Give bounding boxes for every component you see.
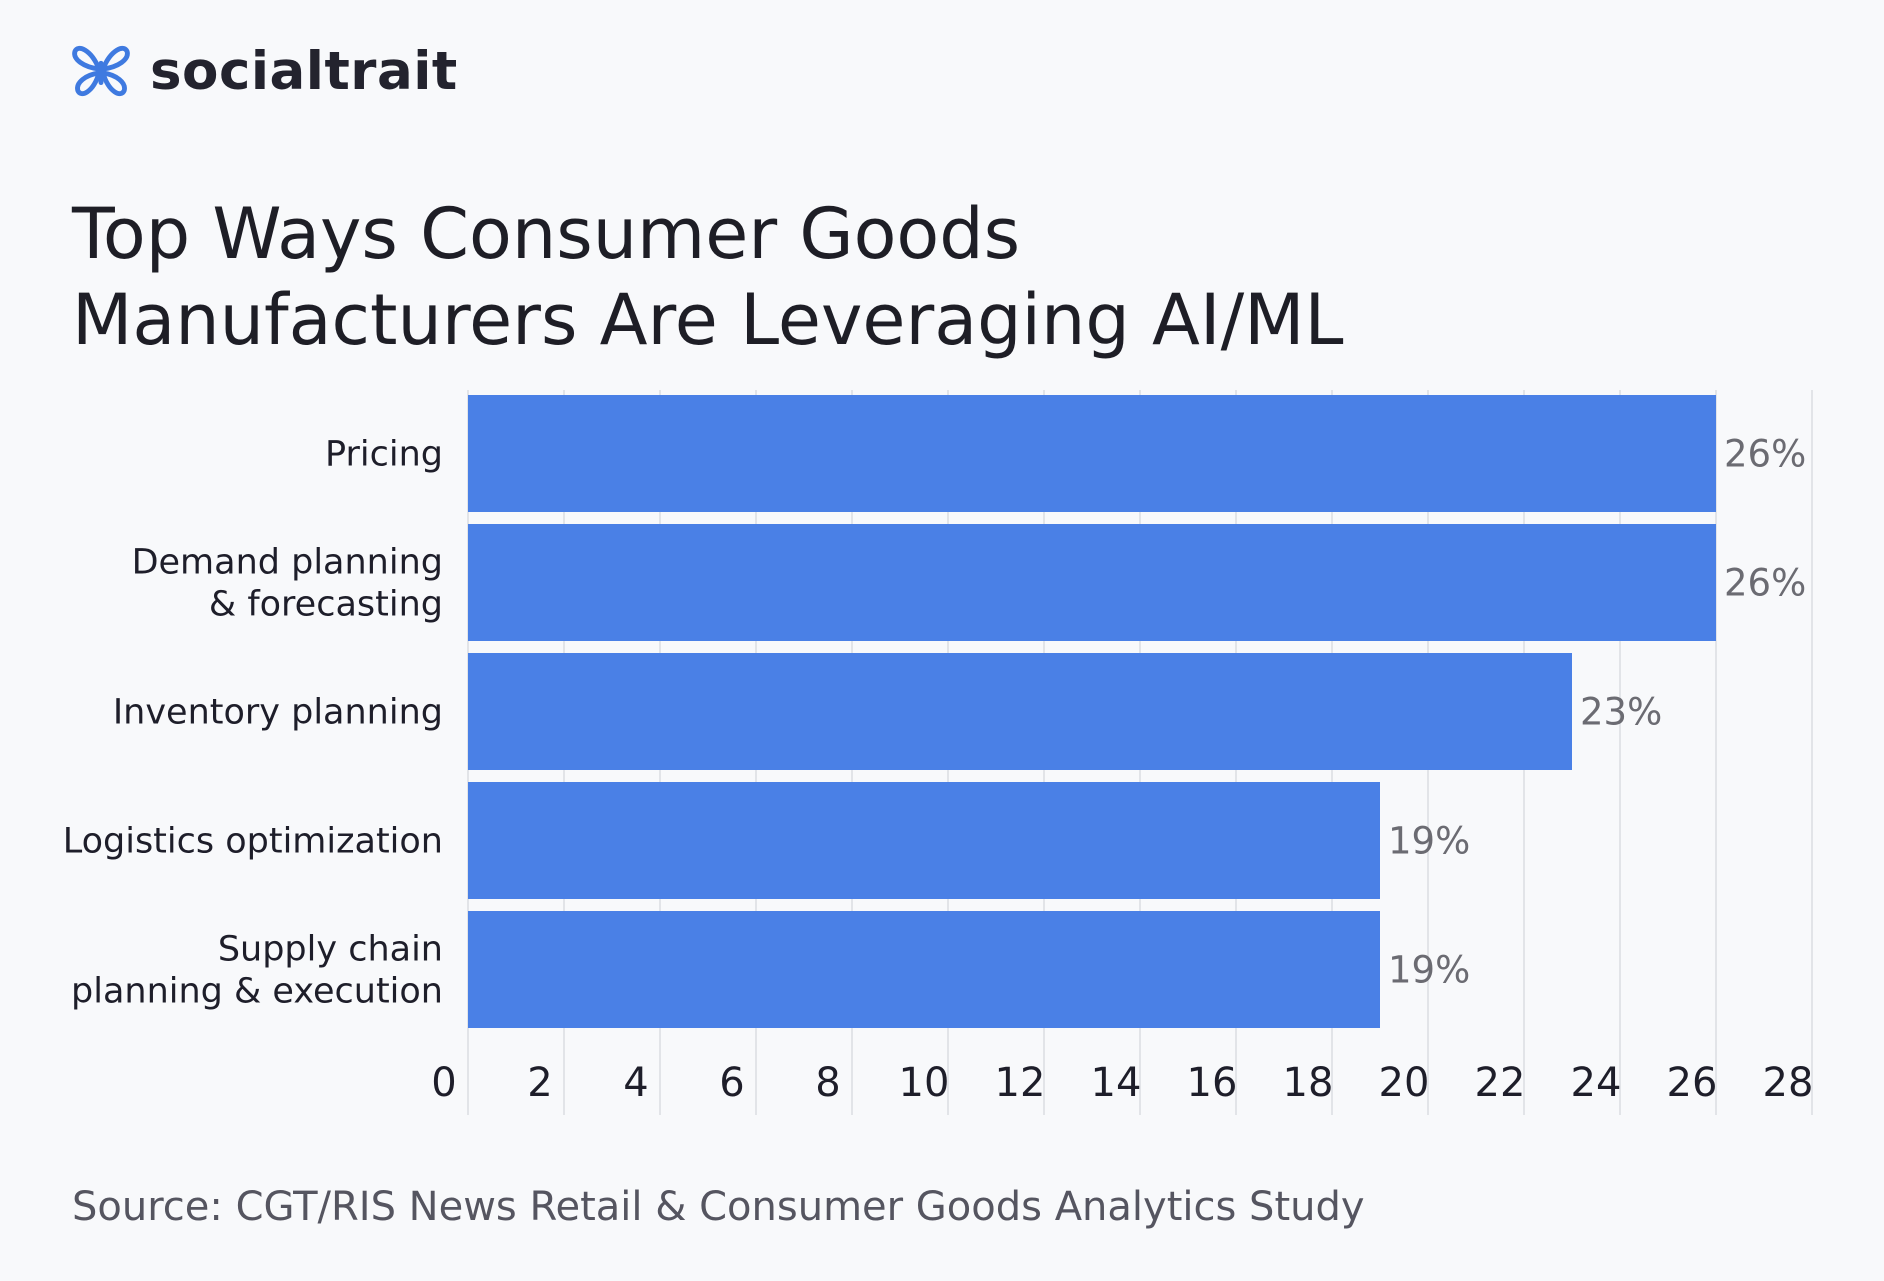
value-label: 19% [1388, 949, 1470, 992]
tick-label: 8 [815, 1060, 840, 1106]
tick-label: 0 [431, 1060, 456, 1106]
value-label: 26% [1724, 562, 1806, 605]
source-note: Source: CGT/RIS News Retail & Consumer G… [72, 1184, 1365, 1230]
chart-title: Top Ways Consumer Goods Manufacturers Ar… [72, 191, 1572, 363]
tick-label: 16 [1187, 1060, 1238, 1106]
tick-label: 12 [995, 1060, 1046, 1106]
tick-label: 20 [1379, 1060, 1430, 1106]
tick-label: 18 [1283, 1060, 1334, 1106]
tick-label: 2 [527, 1060, 552, 1106]
value-label: 26% [1724, 433, 1806, 476]
category-label: Demand planning & forecasting [132, 543, 443, 625]
tick-label: 28 [1763, 1060, 1814, 1106]
butterfly-logo-icon [72, 45, 130, 97]
tick-label: 4 [623, 1060, 648, 1106]
category-label: Supply chain planning & execution [71, 930, 443, 1012]
value-label: 23% [1580, 691, 1662, 734]
category-label: Pricing [325, 435, 443, 475]
tick-label: 22 [1475, 1060, 1526, 1106]
tick-label: 24 [1571, 1060, 1622, 1106]
bar [468, 524, 1716, 641]
tick-label: 26 [1667, 1060, 1718, 1106]
bar [468, 782, 1380, 899]
bar [468, 911, 1380, 1028]
tick-label: 14 [1091, 1060, 1142, 1106]
tick-label: 10 [899, 1060, 950, 1106]
title-line-1: Top Ways Consumer Goods [72, 192, 1021, 275]
category-label: Inventory planning [113, 693, 443, 733]
tick-label: 6 [719, 1060, 744, 1106]
category-label: Logistics optimization [63, 822, 443, 862]
title-line-2: Manufacturers Are Leveraging AI/ML [72, 278, 1344, 361]
brand: socialtrait [70, 38, 458, 104]
value-label: 19% [1388, 820, 1470, 863]
bar [468, 653, 1572, 770]
bar [468, 395, 1716, 512]
brand-name: socialtrait [150, 40, 458, 102]
bar-chart: 26% Pricing 26% Demand planning & forecastin… [63, 390, 1814, 1115]
